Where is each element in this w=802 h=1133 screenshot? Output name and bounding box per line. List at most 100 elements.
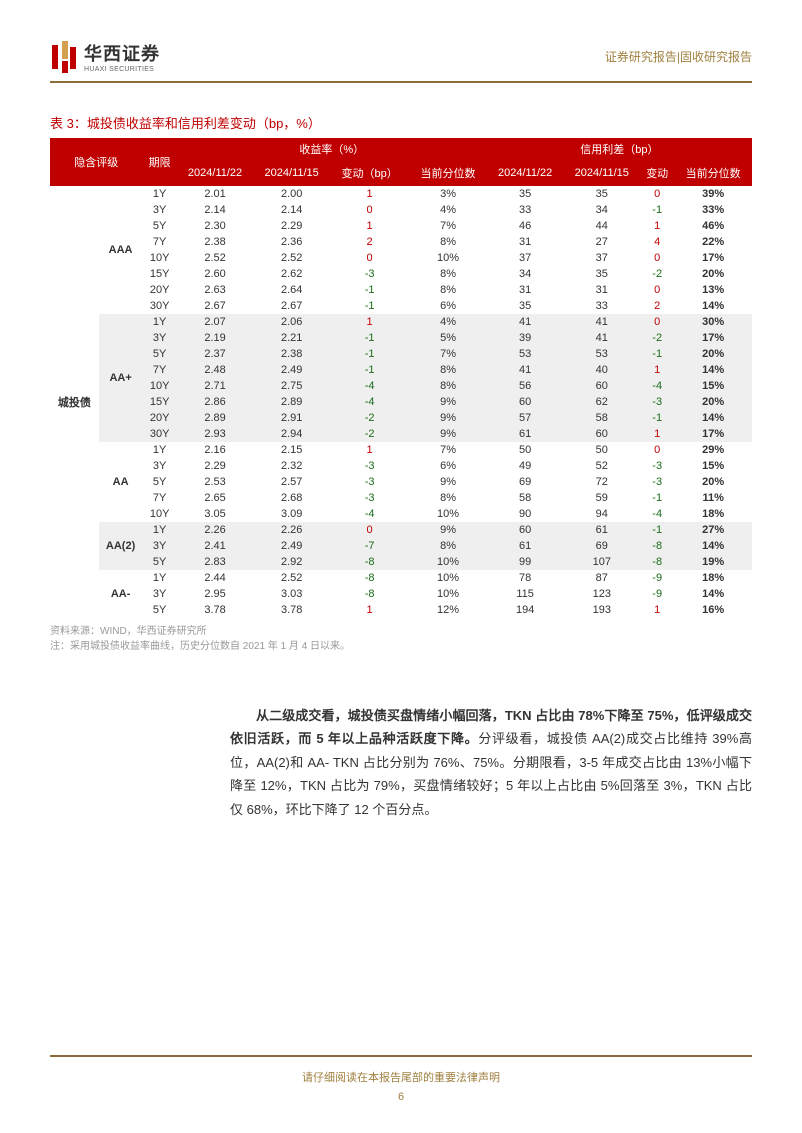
data-cell: 4% (409, 202, 487, 218)
table-row: 10Y3.053.09-410%9094-418% (50, 506, 752, 522)
data-cell: 53 (563, 346, 640, 362)
source-line2: 注：采用城投债收益率曲线，历史分位数自 2021 年 1 月 4 日以来。 (50, 639, 752, 654)
th-date1: 2024/11/22 (177, 160, 254, 186)
data-cell: 107 (563, 554, 640, 570)
data-cell: 60 (563, 378, 640, 394)
table-row: 城投债AAA1Y2.012.0013%3535039% (50, 186, 752, 202)
table-row: AA-1Y2.442.52-810%7887-918% (50, 570, 752, 586)
data-cell: 7Y (143, 362, 177, 378)
table-row: 15Y2.602.62-38%3435-220% (50, 266, 752, 282)
data-cell: 20% (674, 474, 752, 490)
data-cell: 1 (640, 602, 674, 618)
data-cell: 15% (674, 378, 752, 394)
page-footer: 请仔细阅读在本报告尾部的重要法律声明 6 (50, 1055, 752, 1103)
data-cell: 7% (409, 218, 487, 234)
data-cell: 58 (487, 490, 564, 506)
data-cell: 10% (409, 250, 487, 266)
data-cell: -3 (330, 266, 409, 282)
data-cell: 0 (330, 202, 409, 218)
header-right-text: 证券研究报告|固收研究报告 (605, 48, 752, 65)
data-cell: 2.92 (253, 554, 330, 570)
data-cell: 2.29 (177, 458, 254, 474)
data-cell: 40 (563, 362, 640, 378)
data-cell: 87 (563, 570, 640, 586)
table-row: 7Y2.482.49-18%4140114% (50, 362, 752, 378)
data-cell: 56 (487, 378, 564, 394)
data-cell: -2 (330, 426, 409, 442)
data-cell: -4 (640, 378, 674, 394)
data-cell: 194 (487, 602, 564, 618)
data-cell: 5Y (143, 602, 177, 618)
data-cell: 3.78 (253, 602, 330, 618)
data-cell: 60 (487, 522, 564, 538)
data-cell: -2 (640, 266, 674, 282)
table-row: 7Y2.652.68-38%5859-111% (50, 490, 752, 506)
data-cell: 20% (674, 394, 752, 410)
data-cell: 10% (409, 586, 487, 602)
data-cell: 49 (487, 458, 564, 474)
data-cell: 46% (674, 218, 752, 234)
th-date2: 2024/11/15 (253, 160, 330, 186)
data-cell: 34 (563, 202, 640, 218)
data-cell: 2.91 (253, 410, 330, 426)
data-cell: 2.48 (177, 362, 254, 378)
logo-icon (50, 41, 78, 73)
data-cell: 6% (409, 298, 487, 314)
data-cell: 2.86 (177, 394, 254, 410)
data-cell: 10% (409, 554, 487, 570)
data-cell: 2.71 (177, 378, 254, 394)
data-cell: 17% (674, 330, 752, 346)
data-cell: 1Y (143, 570, 177, 586)
data-cell: 2.41 (177, 538, 254, 554)
data-cell: 2 (640, 298, 674, 314)
data-cell: 2.64 (253, 282, 330, 298)
data-cell: 2.52 (253, 250, 330, 266)
rating-cell: AA- (99, 570, 143, 618)
data-cell: 14% (674, 410, 752, 426)
data-cell: -3 (330, 490, 409, 506)
data-cell: 4 (640, 234, 674, 250)
data-cell: 53 (487, 346, 564, 362)
data-cell: 2.89 (177, 410, 254, 426)
data-cell: 8% (409, 378, 487, 394)
data-cell: 44 (563, 218, 640, 234)
logo: 华西证券 HUAXI SECURITIES (50, 40, 160, 73)
data-cell: 0 (640, 250, 674, 266)
table-row: 5Y2.372.38-17%5353-120% (50, 346, 752, 362)
data-cell: 11% (674, 490, 752, 506)
rating-cell: AA+ (99, 314, 143, 442)
table-row: 30Y2.672.67-16%3533214% (50, 298, 752, 314)
page-number: 6 (50, 1091, 752, 1103)
data-cell: 3Y (143, 586, 177, 602)
data-cell: -4 (330, 394, 409, 410)
data-cell: 2.63 (177, 282, 254, 298)
data-cell: 18% (674, 506, 752, 522)
th-change: 变动（bp） (330, 160, 409, 186)
data-cell: -8 (640, 554, 674, 570)
data-cell: 46 (487, 218, 564, 234)
data-cell: 20Y (143, 410, 177, 426)
data-cell: 2.19 (177, 330, 254, 346)
table-row: AA+1Y2.072.0614%4141030% (50, 314, 752, 330)
data-cell: -9 (640, 570, 674, 586)
table-row: 10Y2.712.75-48%5660-415% (50, 378, 752, 394)
data-cell: -2 (640, 330, 674, 346)
data-cell: -2 (330, 410, 409, 426)
data-cell: -1 (640, 346, 674, 362)
th-pctile: 当前分位数 (409, 160, 487, 186)
data-cell: 13% (674, 282, 752, 298)
data-cell: 7% (409, 442, 487, 458)
data-cell: 2.83 (177, 554, 254, 570)
data-cell: 2.62 (253, 266, 330, 282)
table-row: 5Y3.783.78112%194193116% (50, 602, 752, 618)
rating-cell: AA(2) (99, 522, 143, 570)
data-cell: -3 (640, 474, 674, 490)
data-cell: 1 (330, 602, 409, 618)
data-cell: 2.37 (177, 346, 254, 362)
data-cell: 41 (487, 362, 564, 378)
data-cell: -3 (330, 458, 409, 474)
data-cell: 57 (487, 410, 564, 426)
footer-disclaimer: 请仔细阅读在本报告尾部的重要法律声明 (50, 1069, 752, 1085)
data-cell: 3.78 (177, 602, 254, 618)
data-cell: 61 (487, 426, 564, 442)
